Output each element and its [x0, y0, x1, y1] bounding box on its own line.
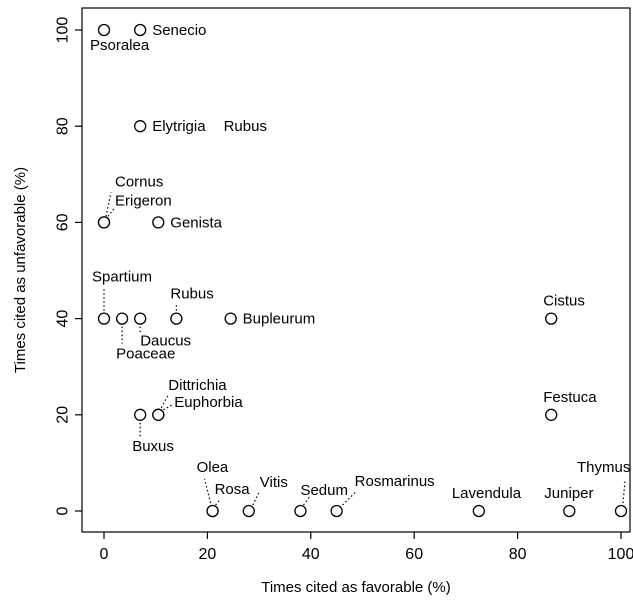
label-buxus: Buxus — [132, 438, 174, 455]
x-tick-label: 40 — [302, 546, 320, 563]
point-lavendula — [472, 504, 485, 518]
point-elytrigia — [134, 120, 147, 133]
label-genista: Genista — [170, 214, 222, 231]
point-rosa — [206, 504, 219, 518]
label-leaders — [103, 192, 626, 506]
label-lavendula: Lavendula — [452, 485, 522, 502]
label-olea: Olea — [197, 459, 229, 476]
point-psoralea — [97, 23, 111, 37]
y-tick-label: 0 — [55, 506, 72, 515]
label-juniper: Juniper — [544, 485, 593, 502]
label-elytrigia: Elytrigia — [152, 118, 206, 135]
y-tick-label: 20 — [55, 406, 72, 424]
point-vitis — [242, 504, 255, 518]
label-spartium: Spartium — [92, 269, 152, 286]
point-erigeron — [97, 216, 111, 229]
label-rosa: Rosa — [215, 481, 251, 498]
point-spartium — [97, 312, 111, 325]
x-tick-label: 20 — [199, 546, 217, 563]
label-rubus: Rubus — [170, 286, 213, 303]
x-tick-label: 0 — [100, 546, 109, 563]
y-tick-label: 40 — [55, 310, 72, 328]
label-daucus: Daucus — [140, 333, 191, 350]
point-daucus — [134, 312, 147, 325]
leader-erigeron — [107, 208, 115, 217]
point-rosmarinus — [330, 504, 343, 518]
x-axis-label: Times cited as favorable (%) — [261, 579, 451, 596]
leader-rosa — [215, 498, 222, 506]
point-festuca — [545, 408, 558, 421]
leader-cornus — [105, 192, 112, 217]
y-tick-label: 80 — [55, 117, 72, 135]
point-rubus — [170, 312, 183, 325]
label-vitis: Vitis — [260, 474, 288, 491]
leader-euphorbia — [162, 404, 173, 411]
data-points — [97, 23, 628, 518]
y-tick-label: 100 — [55, 17, 72, 44]
label-bupleurum: Bupleurum — [243, 311, 316, 328]
x-tick-label: 80 — [509, 546, 527, 563]
point-bupleurum — [224, 312, 237, 325]
leader-dittrichia — [160, 394, 169, 409]
leader-thymus — [622, 480, 626, 504]
label-rubus: Rubus — [224, 118, 267, 135]
point-buxus — [134, 408, 147, 421]
leader-vitis — [252, 492, 260, 506]
point-euphorbia — [152, 408, 165, 421]
point-thymus — [614, 504, 628, 518]
leader-olea — [203, 478, 212, 504]
label-sedum: Sedum — [300, 482, 348, 499]
label-euphorbia: Euphorbia — [174, 394, 243, 411]
label-festuca: Festuca — [543, 389, 597, 406]
label-psoralea: Psoralea — [90, 37, 150, 54]
label-senecio: Senecio — [152, 22, 206, 39]
y-axis-label: Times cited as unfavorable (%) — [12, 167, 29, 373]
point-juniper — [563, 504, 576, 518]
point-senecio — [134, 23, 147, 37]
y-tick-label: 60 — [55, 213, 72, 231]
label-erigeron: Erigeron — [115, 192, 172, 209]
label-poaceae: Poaceae — [116, 346, 175, 363]
label-cornus: Cornus — [115, 173, 163, 190]
axes: 0 20 40 60 80 100 0 20 40 60 80 100 — [55, 7, 633, 563]
leader-sedum — [302, 496, 310, 506]
label-thymus: Thymus — [577, 459, 630, 476]
x-tick-label: 100 — [608, 546, 633, 563]
point-genista — [152, 216, 165, 229]
point-sedum — [294, 504, 307, 518]
leader-rosmarinus — [342, 490, 358, 506]
point-poaceae — [115, 312, 129, 325]
label-dittrichia: Dittrichia — [168, 377, 227, 394]
point-cistus — [545, 312, 558, 325]
label-rosmarinus: Rosmarinus — [355, 473, 435, 490]
plot-frame — [81, 7, 631, 533]
label-cistus: Cistus — [543, 293, 585, 310]
x-tick-label: 60 — [405, 546, 423, 563]
